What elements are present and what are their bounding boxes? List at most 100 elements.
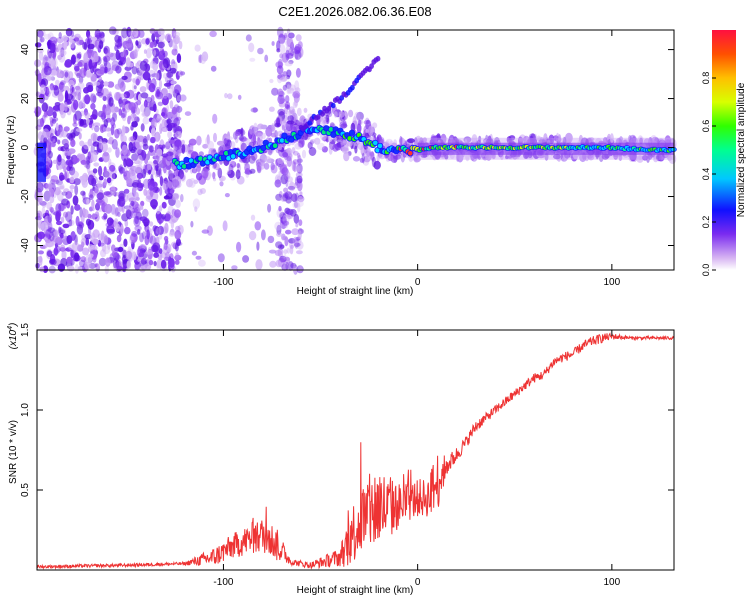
spectral-noise-blob xyxy=(294,142,303,150)
spectral-noise-blob xyxy=(123,165,127,176)
spectral-noise-blob xyxy=(202,143,209,149)
spectral-noise-blob xyxy=(191,168,198,174)
spectral-noise-blob xyxy=(57,164,63,170)
spectral-noise-blob xyxy=(107,147,112,153)
spectral-noise-blob xyxy=(298,219,303,227)
spectral-noise-blob xyxy=(60,80,66,86)
spectral-noise-blob xyxy=(180,173,186,181)
spectral-noise-blob xyxy=(106,68,114,75)
spectral-noise-blob xyxy=(117,35,122,43)
spectral-noise-blob xyxy=(471,134,478,145)
spectral-noise-blob xyxy=(128,168,134,175)
spectral-noise-blob xyxy=(66,219,75,227)
colorbar-gradient xyxy=(712,30,736,270)
spectral-noise-blob xyxy=(198,259,206,267)
spectral-noise-blob xyxy=(122,102,126,112)
spectral-noise-blob xyxy=(113,190,117,197)
spectral-noise-blob xyxy=(98,257,107,267)
spectral-noise-blob xyxy=(59,232,64,239)
snr-multiplier-base: (x10 xyxy=(8,329,19,349)
spectral-noise-blob xyxy=(88,59,93,70)
spectral-noise-blob xyxy=(154,173,159,178)
spectral-noise-blob xyxy=(97,242,105,247)
spectral-noise-blob xyxy=(104,203,113,214)
spectral-noise-blob xyxy=(131,66,138,75)
spectral-noise-blob xyxy=(75,92,81,100)
spectral-noise-blob xyxy=(200,54,207,65)
x-tick-label: 0 xyxy=(415,277,421,288)
spectral-noise-blob xyxy=(45,229,53,239)
spectral-noise-blob xyxy=(105,127,112,132)
spectral-noise-blob xyxy=(66,132,73,139)
spectral-noise-blob xyxy=(121,144,128,156)
spectral-noise-blob xyxy=(172,177,176,183)
spectral-noise-blob xyxy=(106,177,112,184)
spectrogram-plot-frame xyxy=(36,29,675,271)
spectral-noise-blob xyxy=(206,140,215,150)
spectral-noise-blob xyxy=(181,143,186,154)
spectral-noise-blob xyxy=(638,155,643,161)
spectral-noise-blob xyxy=(276,208,284,219)
spectral-noise-blob xyxy=(250,214,256,221)
spectral-noise-blob xyxy=(656,155,660,160)
spectral-noise-blob xyxy=(90,132,98,142)
spectral-noise-blob xyxy=(142,208,149,218)
ridge-point xyxy=(331,132,336,137)
spectral-noise-blob xyxy=(36,210,43,219)
spectral-noise-blob xyxy=(115,223,120,232)
spectral-noise-blob xyxy=(217,167,223,179)
spectral-noise-blob xyxy=(171,28,177,39)
ridge-point xyxy=(279,138,285,143)
spectral-noise-blob xyxy=(354,111,361,122)
spectral-noise-blob xyxy=(114,128,120,139)
spectral-noise-blob xyxy=(68,166,74,171)
spectral-noise-blob xyxy=(54,104,58,111)
spectral-noise-blob xyxy=(280,216,287,224)
spectral-noise-blob xyxy=(59,185,65,190)
spectral-noise-blob xyxy=(64,71,69,78)
spectral-noise-blob xyxy=(278,205,282,212)
spectral-noise-blob xyxy=(196,164,201,173)
spectral-noise-blob xyxy=(34,42,42,48)
spectral-noise-blob xyxy=(282,220,290,226)
spectral-noise-blob xyxy=(92,109,98,120)
spectral-noise-blob xyxy=(236,162,240,169)
spectral-noise-blob xyxy=(286,37,294,48)
spectral-noise-blob xyxy=(101,215,108,220)
spectral-noise-blob xyxy=(116,234,122,243)
spectral-noise-blob xyxy=(115,147,120,159)
spectral-noise-blob xyxy=(179,94,187,102)
spectral-noise-blob xyxy=(109,190,115,196)
spectral-noise-blob xyxy=(164,177,168,184)
spectral-noise-blob xyxy=(80,190,86,196)
spectral-noise-blob xyxy=(257,139,264,145)
spectral-noise-blob xyxy=(198,54,202,63)
spectral-noise-blob xyxy=(70,139,76,148)
spectral-noise-blob xyxy=(44,110,48,118)
spectral-noise-blob xyxy=(69,185,75,190)
spectral-noise-blob xyxy=(248,42,255,53)
colorbar: 0.0 0.2 0.4 0.6 0.8 Normalized spectral ampl… xyxy=(701,30,747,276)
spectral-noise-blob xyxy=(105,49,111,57)
spectral-noise-blob xyxy=(105,222,110,228)
spectral-noise-blob xyxy=(134,225,142,232)
spectral-noise-blob xyxy=(53,247,59,256)
spectral-noise-blob xyxy=(38,51,44,61)
spectral-noise-blob xyxy=(156,148,163,157)
spectral-noise-blob xyxy=(46,250,53,257)
spectral-noise-blob xyxy=(143,188,148,196)
spectral-noise-blob xyxy=(61,159,65,165)
spectral-noise-blob xyxy=(131,251,137,261)
spectral-noise-blob xyxy=(47,150,53,159)
spectral-noise-blob xyxy=(292,150,299,156)
spectral-noise-blob xyxy=(86,118,90,125)
spectral-noise-blob xyxy=(117,211,121,218)
spectral-noise-blob xyxy=(141,111,150,118)
spectral-noise-blob xyxy=(172,194,179,201)
spectral-noise-blob xyxy=(257,47,264,55)
spectral-noise-blob xyxy=(55,210,62,218)
spectral-noise-blob xyxy=(61,35,68,42)
spectral-noise-blob xyxy=(543,133,548,143)
spectral-noise-blob xyxy=(282,214,290,225)
spectral-noise-blob xyxy=(125,128,129,133)
